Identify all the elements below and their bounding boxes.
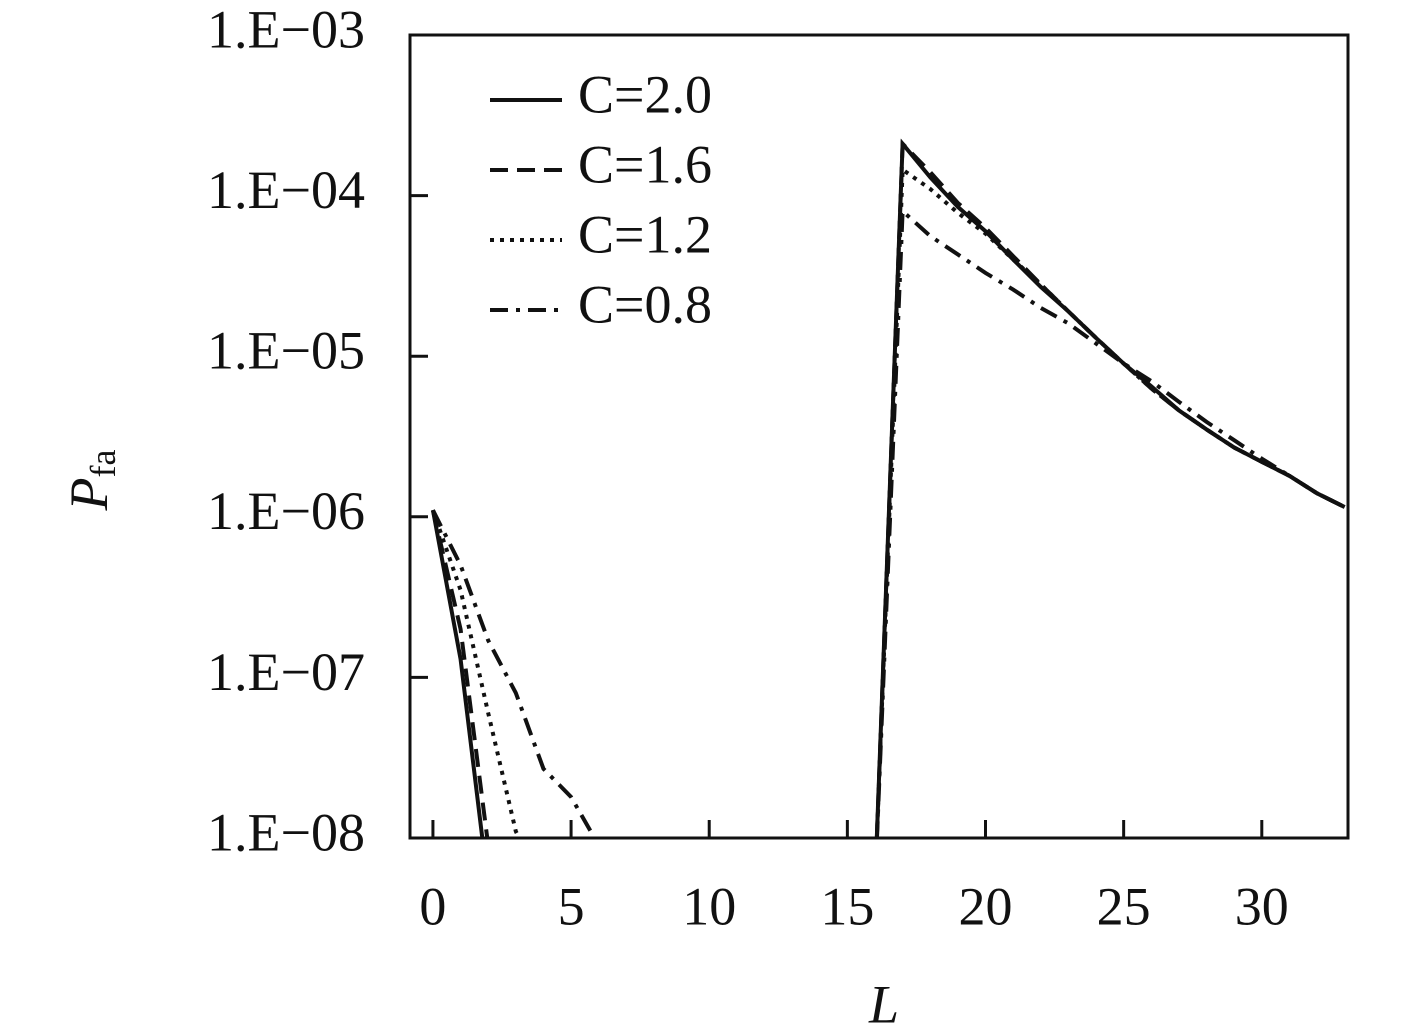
x-tick-label: 5 bbox=[558, 876, 585, 936]
lines bbox=[430, 138, 1346, 838]
x-tick-label: 30 bbox=[1235, 876, 1289, 936]
y-tick-label: 1.E−05 bbox=[207, 321, 365, 381]
legend-label: C=2.0 bbox=[578, 64, 712, 124]
legend-label: C=1.2 bbox=[578, 204, 712, 264]
plot-frame bbox=[408, 33, 1350, 840]
y-tick-label: 1.E−03 bbox=[207, 0, 365, 59]
x-tick-label: 25 bbox=[1097, 876, 1151, 936]
y-tick-label: 1.E−06 bbox=[207, 481, 365, 541]
y-tick-label: 1.E−08 bbox=[207, 802, 365, 862]
legend-label: C=0.8 bbox=[578, 274, 712, 334]
y-tick-label: 1.E−04 bbox=[207, 160, 365, 220]
y-axis-label-sub: fa bbox=[83, 449, 123, 477]
x-tick-label: 0 bbox=[419, 876, 446, 936]
legend-label: C=1.6 bbox=[578, 134, 712, 194]
y-tick-label: 1.E−07 bbox=[207, 642, 365, 702]
x-tick-label: 10 bbox=[682, 876, 736, 936]
x-tick-label: 15 bbox=[820, 876, 874, 936]
x-tick-label: 20 bbox=[959, 876, 1013, 936]
y-axis-label: Pfa bbox=[59, 449, 123, 511]
series-line bbox=[431, 206, 1346, 838]
y-axis-label-main: P bbox=[59, 477, 119, 511]
series-line bbox=[431, 165, 1346, 838]
x-axis-label: L bbox=[868, 974, 899, 1034]
